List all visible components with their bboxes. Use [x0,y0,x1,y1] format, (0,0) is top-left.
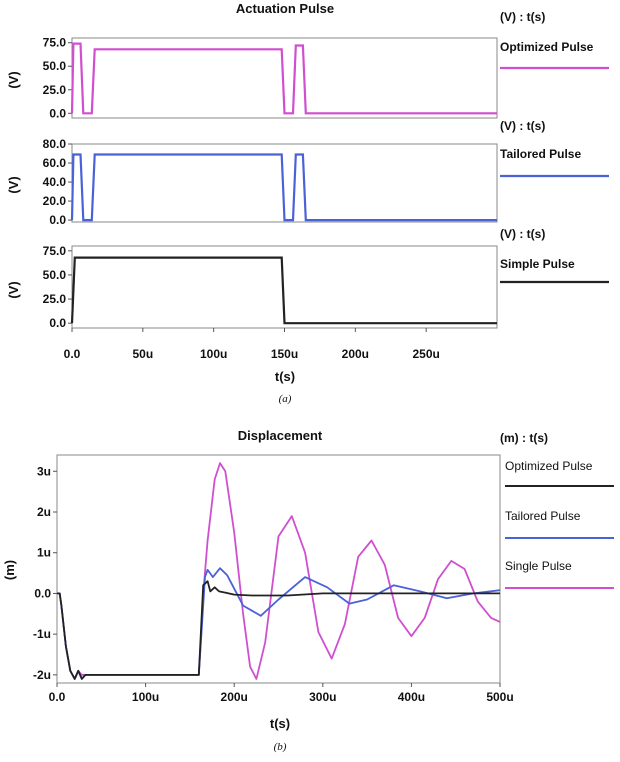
x-tick-label: 500u [486,690,513,704]
x-tick-label: 250u [412,347,439,361]
y-tick-label: 3u [37,464,51,478]
displacement-x-axis: 0.0 100u 200u 300u 400u 500u [49,683,514,704]
y-tick-label: 75.0 [43,244,67,258]
caption-a: (a) [279,393,292,405]
b-legend-tailored-label: Tailored Pulse [505,509,581,523]
y-tick-label: 40.0 [43,175,67,189]
x-tick-label: 0.0 [49,690,66,704]
optimized-pulse-line [57,580,500,680]
x-tick-label: 400u [398,690,425,704]
y-tick-label: 50.0 [43,59,67,73]
tailored-y-axis: 80.0 60.0 40.0 20.0 0.0 [43,137,72,227]
optimized-unit-label: (V) : t(s) [500,10,545,24]
caption-b: (b) [274,741,287,753]
displacement-xlabel: t(s) [270,716,290,731]
tailored-unit-label: (V) : t(s) [500,119,545,133]
optimized-legend-label: Optimized Pulse [500,40,594,54]
figure-b: Displacement (m) : t(s) 3u2u1u0.0-1u-2u … [2,428,614,753]
b-legend-optimized-label: Optimized Pulse [505,459,593,473]
y-tick-label: 75.0 [43,36,67,50]
y-tick-label: 25.0 [43,83,67,97]
x-tick-label: 0.0 [64,347,81,361]
simple-pulse-line [70,256,497,325]
x-tick-label: 150u [271,347,298,361]
actuation-x-axis: 0.0 50u 100u 150u 200u 250u [64,328,440,361]
x-tick-label: 100u [132,690,159,704]
y-tick-label: 80.0 [43,137,67,151]
simple-legend-label: Simple Pulse [500,257,575,271]
actuation-xlabel: t(s) [275,369,295,384]
figure-a: Actuation Pulse 75.0 50.0 25.0 0.0 (V) (V) … [6,1,609,405]
tailored-pulse-line [70,153,497,222]
optimized-pulse-line [70,42,497,115]
single-pulse-line [57,462,501,680]
y-tick-label: 1u [37,546,51,560]
actuation-title: Actuation Pulse [236,1,334,16]
y-tick-label: -2u [33,668,51,682]
x-tick-label: 100u [200,347,227,361]
x-tick-label: 200u [342,347,369,361]
displacement-plot-frame [56,454,501,684]
simple-ylabel: (V) [6,281,21,298]
y-tick-label: -1u [33,627,51,641]
y-tick-label: 2u [37,505,51,519]
displacement-lines [57,462,501,680]
y-tick-label: 60.0 [43,156,67,170]
displacement-unit-label: (m) : t(s) [500,431,548,445]
y-tick-label: 0.0 [49,316,66,330]
y-tick-label: 50.0 [43,268,67,282]
y-tick-label: 0.0 [49,213,66,227]
y-tick-label: 0.0 [49,106,66,120]
y-tick-label: 25.0 [43,292,67,306]
displacement-title: Displacement [238,428,323,443]
tailored-legend-label: Tailored Pulse [500,147,581,161]
simple-y-axis: 75.0 50.0 25.0 0.0 [43,244,72,330]
x-tick-label: 300u [309,690,336,704]
displacement-ylabel: (m) [2,560,17,580]
y-tick-label: 20.0 [43,194,67,208]
tailored-ylabel: (V) [6,176,21,193]
x-tick-label: 50u [132,347,153,361]
y-tick-label: 0.0 [34,586,51,600]
optimized-y-axis: 75.0 50.0 25.0 0.0 [43,36,72,120]
b-legend-single-label: Single Pulse [505,559,572,573]
displacement-y-axis: 3u 2u 1u 0.0 -1u -2u [33,464,57,682]
tailored-pulse-line [57,567,501,680]
optimized-ylabel: (V) [6,71,21,88]
simple-unit-label: (V) : t(s) [500,227,545,241]
x-tick-label: 200u [221,690,248,704]
